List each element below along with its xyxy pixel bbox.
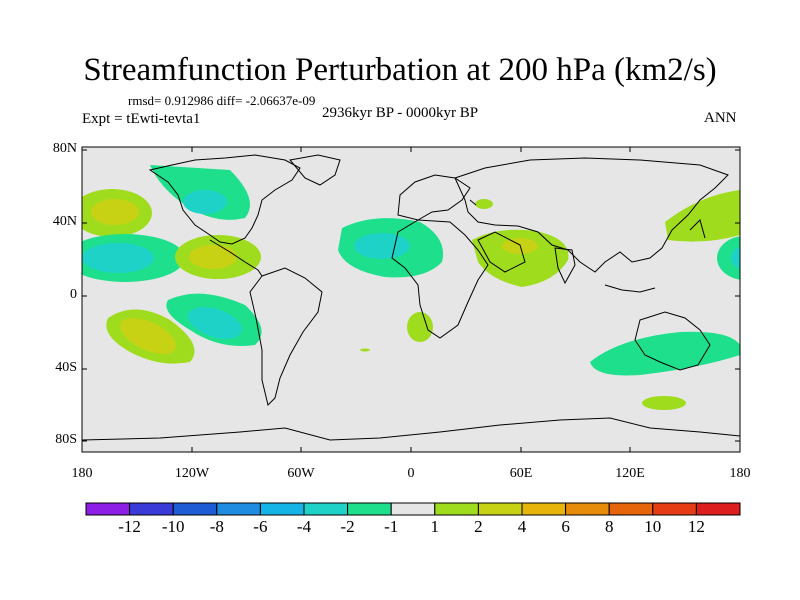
colorbar-box (259, 502, 305, 516)
colorbar-box (434, 502, 479, 516)
anomaly-west-pacific-negative (717, 236, 740, 280)
colorbar-label: -1 (384, 517, 399, 536)
colorbar-label: -10 (161, 517, 185, 536)
colorbar-box (129, 502, 174, 516)
colorbar-label: -8 (209, 517, 224, 536)
plot-title: Streamfunction Perturbation at 200 hPa (… (83, 52, 717, 88)
colorbar-box (216, 502, 261, 516)
anomaly-fields (82, 165, 740, 410)
colorbar-label: 8 (604, 517, 614, 536)
anomaly-mexico-positive (175, 235, 261, 279)
stats-text: rmsd= 0.912986 diff= -2.06637e-09 (128, 93, 316, 108)
colorbar-box (695, 502, 741, 516)
colorbar-label: 10 (644, 517, 662, 536)
lon-label-0: 0 (407, 466, 415, 481)
lat-label-40s: 40S (55, 360, 77, 375)
lon-label-180e: 180 (729, 466, 751, 481)
colorbar-box (477, 502, 523, 516)
colorbar-label: -12 (118, 517, 141, 536)
anomaly-central-pacific-negative (82, 234, 185, 282)
lon-label-120e: 120E (615, 466, 645, 481)
colorbar-box (652, 502, 697, 516)
experiment-label: Expt = tEwti-tevta1 (82, 111, 201, 127)
coast-africa (391, 219, 489, 339)
colorbar-label: -2 (340, 517, 355, 536)
coast-europe (397, 174, 471, 221)
anomaly-south-pacific-positive (106, 309, 195, 364)
lat-label-80n: 80N (52, 141, 77, 156)
anomaly-east-pacific-negative (166, 293, 262, 346)
colorbar-label: -6 (253, 517, 268, 536)
colorbar-label: 6 (561, 517, 570, 536)
coastlines (82, 154, 740, 441)
colorbar-box (565, 502, 610, 516)
colorbar-label: 4 (517, 517, 527, 536)
colorbar-label: 12 (687, 517, 705, 536)
anomaly-australia-negative (590, 331, 740, 376)
colorbar-label: 2 (474, 517, 483, 536)
anomaly-north-america-negative (150, 165, 250, 220)
lat-label-0: 0 (70, 287, 77, 302)
anomaly-southern-ocean-positive (642, 396, 686, 410)
lat-label-40n: 40N (52, 214, 77, 229)
anomaly-south-atlantic-positive (407, 312, 433, 342)
lon-label-180w: 180 (71, 466, 93, 481)
colorbar-box (521, 502, 567, 516)
anomaly-north-pacific-positive (82, 189, 152, 237)
coast-antarctica (82, 417, 740, 441)
axis-ticks (82, 147, 740, 452)
colorbar-box (390, 502, 436, 516)
coast-australia (634, 311, 711, 371)
coast-south-america (249, 267, 323, 406)
colorbar-box (347, 502, 392, 516)
lat-label-80s: 80S (55, 432, 77, 447)
lon-label-60w: 60W (287, 466, 315, 481)
colorbar-box (608, 502, 654, 516)
coast-greenland (289, 154, 341, 186)
lon-label-60e: 60E (509, 466, 533, 481)
colorbar-box (303, 502, 349, 516)
anomaly-japan-positive (665, 190, 740, 242)
season-label: ANN (704, 110, 737, 126)
colorbar-box (85, 502, 131, 516)
lon-label-120w: 120W (174, 466, 210, 481)
period-label: 2936kyr BP - 0000kyr BP (322, 105, 479, 121)
colorbar-label: 1 (430, 517, 440, 536)
colorbar-label: -4 (296, 517, 312, 536)
colorbar (85, 502, 741, 516)
anomaly-small-positive (475, 199, 493, 209)
coast-north-america (148, 154, 301, 245)
coast-asia (454, 157, 729, 273)
colorbar-box (172, 502, 218, 516)
